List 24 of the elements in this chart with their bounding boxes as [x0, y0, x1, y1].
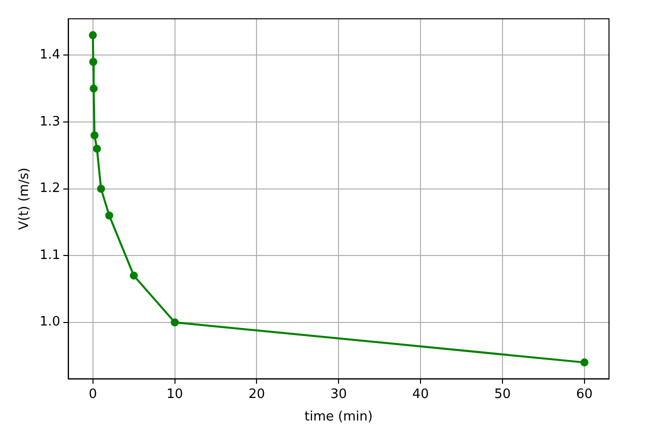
point — [130, 272, 138, 280]
x-tick-label: 20 — [248, 386, 265, 402]
point — [170, 318, 179, 326]
y-tick-label: 1.0 — [40, 314, 60, 330]
x-tick-label: 40 — [412, 386, 429, 402]
x-tick-label: 50 — [494, 386, 511, 402]
point — [88, 31, 97, 40]
point — [97, 184, 106, 193]
x-tick-label: 10 — [166, 386, 184, 402]
point — [90, 131, 98, 140]
point — [580, 358, 588, 366]
y-tick-label: 1.2 — [40, 181, 60, 196]
x-tick-label: 0 — [88, 386, 97, 402]
y-tick-label: 1.1 — [40, 248, 60, 263]
y-tick-label: 1.4 — [40, 48, 60, 63]
point — [89, 58, 98, 66]
point — [105, 212, 114, 220]
x-tick-label: 60 — [576, 386, 593, 402]
y-tick-label: 1.3 — [40, 114, 60, 130]
point — [92, 144, 101, 153]
x-axis-title: time (min) — [304, 410, 373, 425]
x-tick-label: 30 — [330, 386, 347, 402]
y-axis-title: V(t) (m/s) — [17, 168, 32, 230]
point — [90, 84, 98, 93]
